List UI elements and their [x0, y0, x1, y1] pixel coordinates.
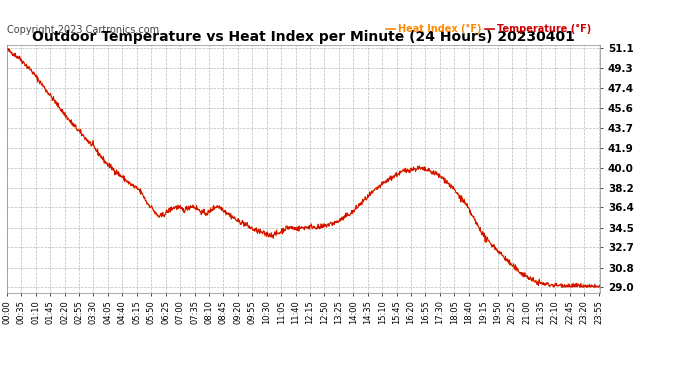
Text: Copyright 2023 Cartronics.com: Copyright 2023 Cartronics.com — [7, 25, 159, 35]
Title: Outdoor Temperature vs Heat Index per Minute (24 Hours) 20230401: Outdoor Temperature vs Heat Index per Mi… — [32, 30, 575, 44]
Legend: Heat Index (°F), Temperature (°F): Heat Index (°F), Temperature (°F) — [382, 20, 595, 38]
